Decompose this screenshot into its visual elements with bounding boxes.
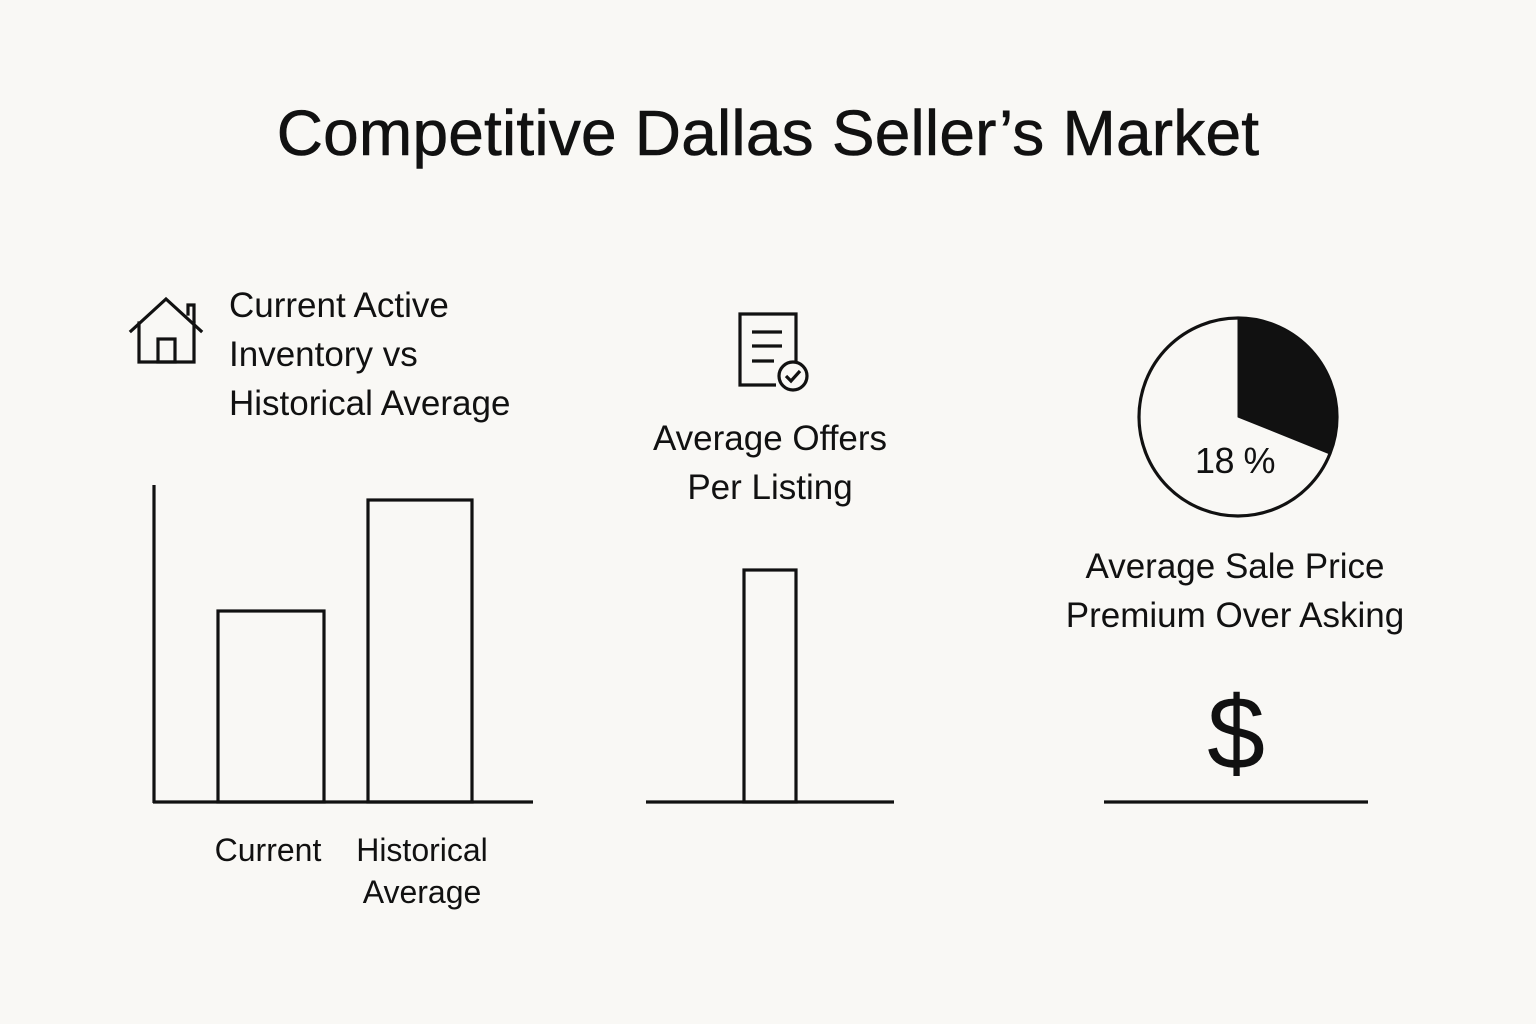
offers-heading: Average Offers Per Listing [620,414,920,512]
premium-heading-line-1: Average Sale Price [1085,547,1385,586]
inventory-heading-line-3: Historical Average [229,384,511,423]
bar-offers [742,568,798,804]
page-title: Competitive Dallas Seller’s Market [276,97,1260,170]
inventory-heading-line-1: Current Active [229,286,449,325]
category-label-current: Current [214,832,322,868]
pie-percent-label: 18 % [1194,440,1276,481]
pie-slice-premium [1237,317,1338,455]
premium-heading-line-2: Premium Over Asking [1065,596,1405,635]
offers-heading-line-2: Per Listing [687,468,853,507]
house-icon [128,296,204,364]
premium-heading: Average Sale Price Premium Over Asking [1030,542,1440,640]
category-label-historical-average: Historical Average [356,832,488,910]
inventory-heading-line-2: Inventory vs [229,335,418,374]
dollar-icon: $ [1207,676,1265,792]
document-check-icon [738,312,809,392]
premium-pie-chart [1137,316,1339,518]
offers-heading-line-1: Average Offers [652,419,888,458]
bar-historical-average [366,498,474,804]
bar-current [216,609,326,804]
inventory-bar-chart [152,485,533,804]
offers-bar-chart [646,568,894,804]
inventory-heading: Current Active Inventory vs Historical A… [229,281,510,428]
